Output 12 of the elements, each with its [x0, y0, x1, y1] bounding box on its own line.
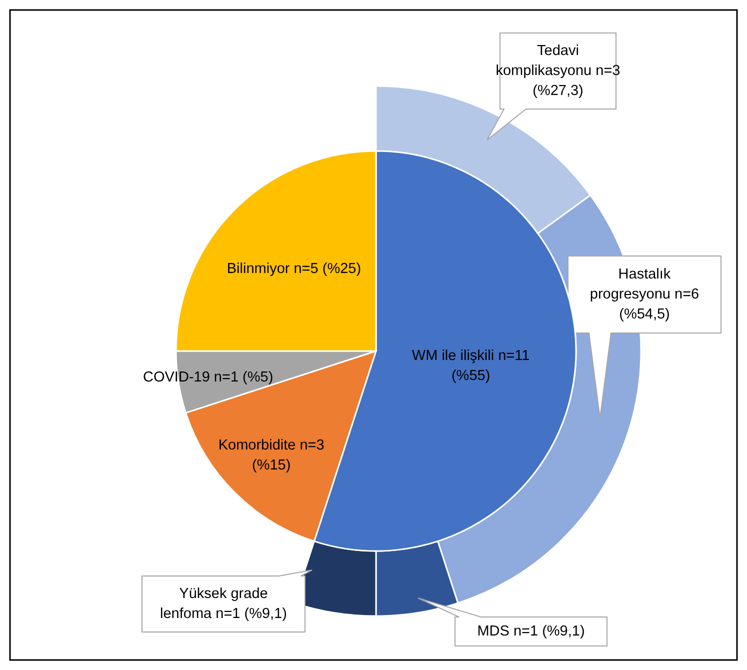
slice-label: Komorbidite n=3 (%15)	[218, 437, 324, 474]
slice-label: Tedavi komplikasyonu n=3 (%27,3)	[496, 42, 620, 99]
slice-label: Yüksek grade lenfoma n=1 (%9,1)	[160, 586, 287, 622]
slice-label: MDS n=1 (%9,1)	[477, 623, 585, 640]
callout: Yüksek grade lenfoma n=1 (%9,1)	[142, 570, 312, 632]
slice-label: Hastalık progresyonu n=6 (%54,5)	[590, 266, 700, 322]
slice-label: COVID-19 n=1 (%5)	[143, 369, 274, 386]
slice-label: Bilinmiyor n=5 (%25)	[226, 260, 362, 277]
callout: Hastalık progresyonu n=6 (%54,5)	[568, 256, 722, 418]
slice-label: WM ile ilişkili n=11 (%55)	[412, 348, 530, 384]
callout: Tedavi komplikasyonu n=3 (%27,3)	[486, 32, 620, 140]
callout: MDS n=1 (%9,1)	[418, 598, 608, 646]
